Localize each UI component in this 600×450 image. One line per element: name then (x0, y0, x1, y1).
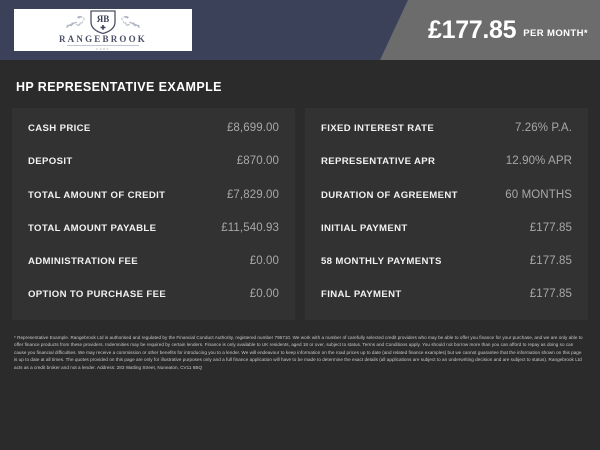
left-details-panel: CASH PRICE £8,699.00 DEPOSIT £870.00 TOT… (12, 108, 295, 320)
row-value: £177.85 (529, 255, 572, 268)
page-title: HP REPRESENTATIVE EXAMPLE (16, 80, 222, 94)
row-value: £7,829.00 (226, 188, 279, 201)
row-value: £177.85 (529, 221, 572, 234)
row-label: 58 MONTHLY PAYMENTS (321, 256, 442, 268)
table-row: 58 MONTHLY PAYMENTS £177.85 (321, 255, 572, 288)
table-row: CASH PRICE £8,699.00 (28, 122, 279, 155)
row-label: CASH PRICE (28, 123, 91, 134)
row-value: £177.85 (529, 288, 572, 301)
row-label: TOTAL AMOUNT PAYABLE (28, 222, 157, 234)
row-value: £11,540.93 (221, 221, 279, 234)
row-label: ADMINISTRATION FEE (28, 256, 139, 268)
table-row: INITIAL PAYMENT £177.85 (321, 222, 572, 255)
table-row: ADMINISTRATION FEE £0.00 (28, 255, 279, 288)
row-label: TOTAL AMOUNT OF CREDIT (28, 189, 166, 201)
row-value: £870.00 (236, 155, 279, 168)
row-value: £0.00 (249, 288, 279, 301)
monthly-price: £177.85 PER MONTH* (380, 0, 600, 60)
price-period-label: PER MONTH* (523, 27, 588, 39)
row-label: DEPOSIT (28, 156, 73, 168)
header-price-panel (380, 0, 600, 60)
table-row: FINAL PAYMENT £177.85 (321, 288, 572, 321)
row-label: REPRESENTATIVE APR (321, 156, 436, 168)
table-row: TOTAL AMOUNT PAYABLE £11,540.93 (28, 222, 279, 255)
table-row: OPTION TO PURCHASE FEE £0.00 (28, 288, 279, 321)
row-value: 60 MONTHS (505, 188, 572, 201)
row-label: DURATION OF AGREEMENT (321, 189, 458, 201)
row-value: 12.90% APR (505, 155, 572, 168)
row-value: 7.26% P.A. (514, 122, 572, 134)
table-row: DURATION OF AGREEMENT 60 MONTHS (321, 189, 572, 222)
svg-text:ЯB: ЯB (97, 14, 110, 24)
brand-logo[interactable]: ЯB RANGEBROOK CARS (14, 9, 192, 51)
row-label: FIXED INTEREST RATE (321, 123, 435, 134)
price-amount: £177.85 (428, 15, 517, 44)
row-value: £0.00 (249, 255, 279, 268)
table-row: DEPOSIT £870.00 (28, 155, 279, 188)
header-bar: ЯB RANGEBROOK CARS £177.85 PER MONTH* (0, 0, 600, 60)
row-label: FINAL PAYMENT (321, 289, 402, 301)
rangebrook-crest-icon: ЯB (53, 9, 153, 34)
row-value: £8,699.00 (226, 122, 279, 134)
brand-logo-subtitle: CARS (67, 44, 139, 51)
table-row: REPRESENTATIVE APR 12.90% APR (321, 155, 572, 188)
brand-logo-name: RANGEBROOK (58, 33, 147, 44)
table-row: FIXED INTEREST RATE 7.26% P.A. (321, 122, 572, 155)
right-details-panel: FIXED INTEREST RATE 7.26% P.A. REPRESENT… (305, 108, 588, 320)
row-label: INITIAL PAYMENT (321, 222, 408, 234)
legal-disclaimer: * Representative Example. Rangebrook Ltd… (14, 335, 583, 370)
finance-details-panels: CASH PRICE £8,699.00 DEPOSIT £870.00 TOT… (0, 94, 600, 320)
row-label: OPTION TO PURCHASE FEE (28, 289, 167, 301)
table-row: TOTAL AMOUNT OF CREDIT £7,829.00 (28, 189, 279, 222)
